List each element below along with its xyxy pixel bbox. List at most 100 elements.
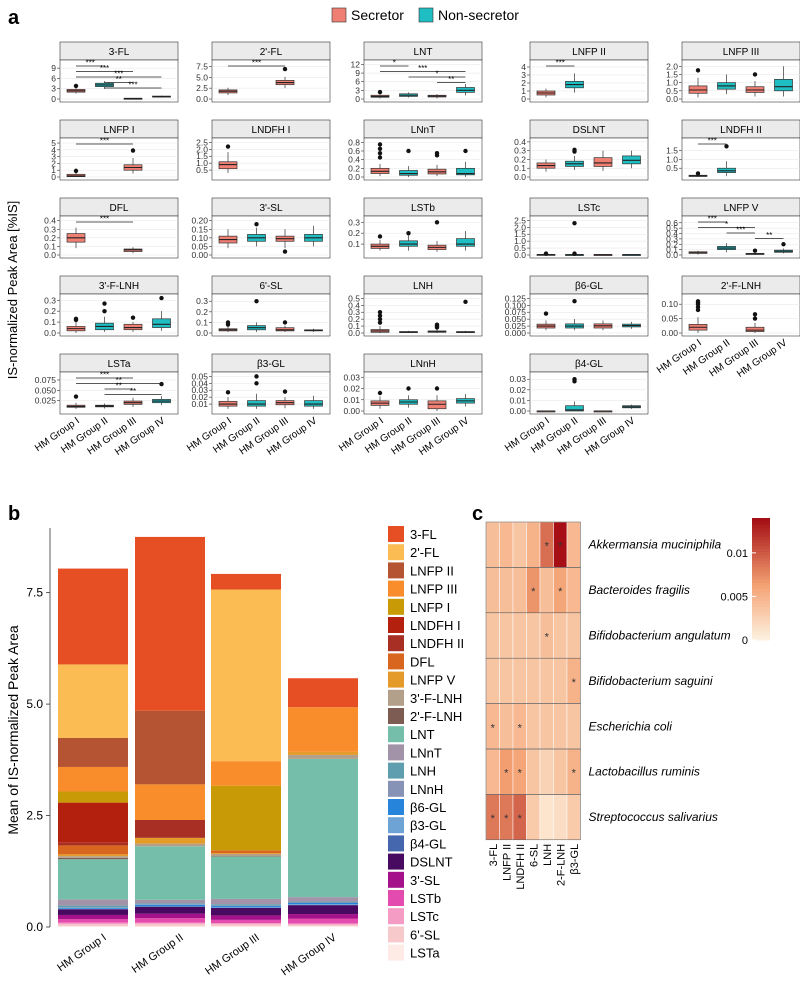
significance-star: * — [572, 677, 577, 689]
y-tick-label-6-sl: 0.0 — [196, 328, 208, 338]
bar-segment-lstc-hm-group-i — [58, 922, 128, 925]
y-tick-label-3-f-lnh: 0.0 — [44, 328, 56, 338]
strip-title-lnh: LNH — [413, 281, 433, 292]
bar-segment-dslnt-hm-group-ii — [135, 906, 205, 914]
colorbar-segment — [752, 527, 770, 531]
sig-label-lsta: ** — [116, 382, 122, 391]
significance-star: * — [518, 813, 523, 825]
y-tick-label-lnfp-ii: 0 — [521, 94, 526, 104]
outlier-lnt-g1 — [377, 89, 383, 95]
strip-title-6-sl: 6'-SL — [259, 281, 282, 292]
colorbar-segment — [752, 636, 770, 641]
colorbar-tick-label: 0 — [742, 635, 748, 647]
y-tick-label-lstc: 1.5 — [514, 229, 526, 239]
y-tick-label-lnfp-i: 3 — [51, 152, 56, 162]
bar-segment-β3-gl-hm-group-iii — [211, 907, 281, 908]
heatmap-cell-akkermansia-muciniphila-lnfp-ii — [499, 521, 514, 568]
heatmap-cell-escherichia-coli-β3-gl — [566, 703, 581, 750]
heatmap-cell-akkermansia-muciniphila-6-sl — [526, 521, 541, 568]
y-tick-label-lnfp-ii: 3 — [521, 70, 526, 80]
y-tick-label-b: 5.0 — [26, 697, 43, 711]
bar-segment-lnfp-v-hm-group-ii — [135, 837, 205, 844]
y-tick-label-lndfh-i: 0.5 — [196, 165, 208, 175]
y-tick-label-3-fl: 0 — [51, 94, 56, 104]
bar-segment-3-f-lnh-hm-group-ii — [135, 843, 205, 847]
bar-segment-6-sl-hm-group-iii — [211, 924, 281, 927]
y-tick-label-β3-gl: 0.03 — [191, 385, 208, 395]
sig-label-lnfp-v: ** — [766, 231, 772, 240]
colorbar-segment — [752, 557, 770, 562]
y-tick-label-lnt: 6 — [355, 77, 360, 87]
panel-lndfh-ii: LNDFH II 0.51.01.5 *** — [666, 119, 800, 181]
legend-label-β6-gl: β6-GL — [410, 800, 446, 815]
outlier-lstc-g1 — [543, 251, 549, 256]
y-tick-label-lnfp-v: 0.0 — [666, 250, 678, 260]
sig-label-lnt: * — [393, 59, 396, 68]
bar-segment-3-fl-hm-group-iii — [211, 573, 281, 590]
heatmap-cell-bacteroides-fragilis-lnh — [539, 567, 554, 614]
bar-segment-dfl-hm-group-i — [58, 845, 128, 855]
bar-segment-dslnt-hm-group-iii — [211, 907, 281, 916]
panel-label-c: c — [472, 503, 483, 525]
sig-label-lnt: ** — [448, 75, 454, 84]
legend-key-3-sl — [388, 871, 404, 888]
colorbar-segment — [752, 582, 770, 586]
bar-segment-2-f-lnh-hm-group-i — [58, 857, 128, 860]
y-tick-label-b: 2.5 — [26, 809, 43, 823]
panel-lnfp-v: LNFP V0.00.10.20.30.40.50.6 ********* — [666, 197, 800, 260]
legend-key-β3-gl — [388, 817, 404, 834]
y-tick-label-lsta: 0.050 — [35, 385, 57, 395]
legend-key-6-sl — [388, 926, 404, 943]
legend-key-lsta — [388, 944, 404, 961]
heatmap-cell-bacteroides-fragilis-β3-gl — [566, 567, 581, 614]
bar-segment-β6-gl-hm-group-ii — [135, 904, 205, 907]
outlier-lndfh-ii-g1 — [695, 171, 701, 176]
row-label-bacteroides-fragilis: Bacteroides fragilis — [589, 583, 690, 597]
y-tick-label-3-fl: 6 — [51, 73, 56, 83]
heatmap-cell-bifidobacterium-saguini-lnh — [539, 657, 554, 704]
y-tick-label-lnnh: 0.03 — [343, 372, 360, 382]
panel-lstb: LSTb 0.10.20.3 — [348, 197, 483, 259]
outlier-β6-gl-g2 — [572, 298, 577, 304]
y-tick-label-lstb: 0.2 — [348, 228, 360, 238]
bar-segment-6-sl-hm-group-iv — [288, 924, 358, 927]
strip-title-3-f-lnh: 3'-F-LNH — [99, 281, 139, 292]
strip-title-lsta: LSTa — [108, 359, 131, 370]
box-lstb-g4 — [456, 238, 475, 247]
outlier-β3-gl-g2 — [254, 374, 259, 379]
bar-segment-lnt-hm-group-iv — [288, 758, 358, 898]
heatmap-cell-bifidobacterium-saguini-6-sl — [526, 657, 541, 704]
heatmap-cell-escherichia-coli-lnh — [539, 703, 554, 750]
outlier-lnh-g1 — [377, 316, 383, 322]
y-axis-label-b: Mean of IS-normalized Peak Area — [5, 625, 21, 835]
strip-title-2-fl: 2'-FL — [260, 47, 283, 58]
outlier-2-f-lnh-g3 — [752, 312, 758, 317]
legend-label-dfl: DFL — [410, 654, 435, 669]
bar-segment-lsta-hm-group-iv — [288, 926, 358, 927]
outlier-lstc-g2 — [572, 251, 577, 256]
bar-segment-lnnh-hm-group-ii — [135, 904, 205, 905]
panel-lnfp-iii: LNFP III 0.00.51.01.52.0 — [666, 41, 800, 104]
y-tick-label-lndfh-i: 2.5 — [196, 137, 208, 147]
colorbar-segment — [752, 560, 770, 565]
bar-segment-dslnt-hm-group-iv — [288, 905, 358, 915]
column-label-2-f-lnh: 2-F-LNH — [555, 844, 567, 886]
outlier-β3-gl-g3 — [282, 389, 288, 394]
y-tick-label-lndfh-ii: 1.0 — [666, 154, 678, 164]
sig-label-lndfh-ii: *** — [708, 137, 717, 146]
colorbar-segment — [752, 630, 770, 635]
outlier-3-f-lnh-g3 — [130, 315, 136, 320]
significance-star: * — [545, 632, 550, 644]
legend-label-secretor: Secretor — [351, 7, 404, 23]
y-tick-label-dslnt: 0.0 — [514, 172, 526, 182]
significance-star: * — [518, 722, 523, 734]
y-tick-label-β6-gl: 0.125 — [505, 293, 527, 303]
significance-star: * — [558, 586, 563, 598]
row-label-akkermansia-muciniphila: Akkermansia muciniphila — [588, 538, 722, 552]
outlier-lstb-g2 — [406, 230, 411, 236]
outlier-3-f-lnh-g4 — [159, 295, 164, 301]
legend-key-β4-gl — [388, 835, 404, 852]
sig-label-lsta: *** — [100, 371, 109, 380]
bar-segment-lstb-hm-group-iv — [288, 918, 358, 924]
